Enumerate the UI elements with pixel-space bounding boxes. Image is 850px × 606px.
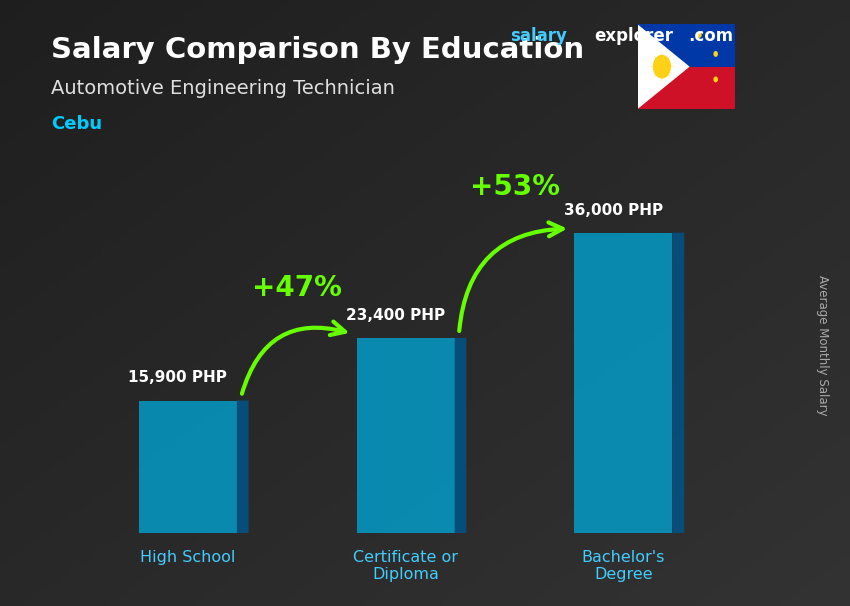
Text: Automotive Engineering Technician: Automotive Engineering Technician bbox=[51, 79, 395, 98]
Circle shape bbox=[697, 32, 702, 38]
Text: +53%: +53% bbox=[469, 173, 559, 201]
Polygon shape bbox=[663, 68, 672, 79]
Bar bbox=[139, 401, 237, 533]
Bar bbox=[638, 67, 735, 109]
Polygon shape bbox=[638, 24, 689, 109]
Text: .com: .com bbox=[688, 27, 734, 45]
Polygon shape bbox=[649, 66, 660, 67]
Bar bbox=[357, 338, 455, 533]
Polygon shape bbox=[455, 338, 467, 533]
Bar bbox=[638, 24, 735, 67]
Text: Cebu: Cebu bbox=[51, 115, 102, 133]
Text: Average Monthly Salary: Average Monthly Salary bbox=[816, 275, 829, 416]
Polygon shape bbox=[661, 68, 662, 84]
Polygon shape bbox=[664, 66, 676, 67]
Text: Salary Comparison By Education: Salary Comparison By Education bbox=[51, 36, 584, 64]
Circle shape bbox=[713, 51, 718, 57]
Polygon shape bbox=[237, 401, 248, 533]
Circle shape bbox=[653, 55, 671, 79]
Polygon shape bbox=[672, 233, 684, 533]
Polygon shape bbox=[661, 49, 662, 65]
Text: 23,400 PHP: 23,400 PHP bbox=[346, 308, 445, 323]
Text: salary: salary bbox=[510, 27, 567, 45]
Circle shape bbox=[713, 76, 718, 82]
Polygon shape bbox=[652, 68, 661, 79]
Polygon shape bbox=[663, 54, 672, 65]
Text: 36,000 PHP: 36,000 PHP bbox=[564, 202, 663, 218]
Polygon shape bbox=[652, 54, 661, 65]
Bar bbox=[575, 233, 672, 533]
Text: +47%: +47% bbox=[252, 274, 342, 302]
Text: 15,900 PHP: 15,900 PHP bbox=[128, 370, 227, 385]
Text: explorer: explorer bbox=[594, 27, 673, 45]
